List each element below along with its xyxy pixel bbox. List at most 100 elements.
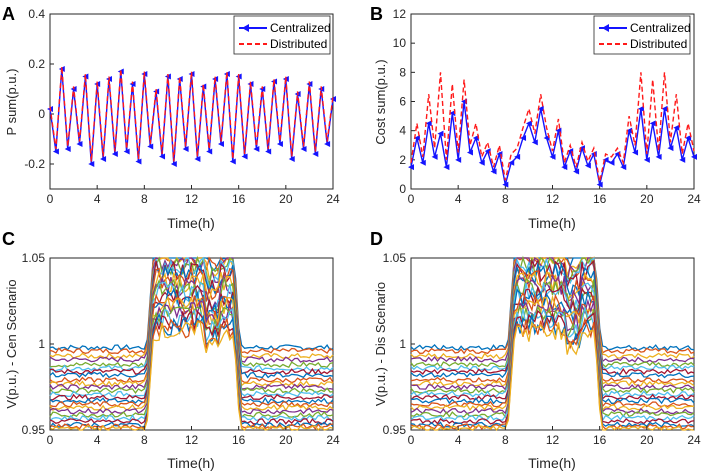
panel-label-a: A — [2, 4, 15, 24]
voltage-bus-line — [410, 255, 695, 369]
x-tick-label: 8 — [141, 433, 148, 447]
legend-text-centralized-b: Centralized — [630, 21, 691, 35]
x-tick-label: 0 — [47, 192, 54, 206]
series-marker-centralized — [170, 161, 177, 167]
series-marker-centralized — [673, 124, 680, 131]
y-tick-label: 0.95 — [383, 423, 407, 437]
y-tick-label: 0 — [399, 182, 406, 196]
series-marker-centralized — [478, 159, 485, 166]
series-marker-centralized — [194, 156, 201, 162]
marks-c — [49, 255, 334, 432]
x-ticks-b: 0 4 8 12 16 20 24 — [408, 185, 701, 206]
voltage-bus-line — [49, 300, 334, 415]
x-tick-label: 20 — [640, 192, 654, 206]
y-tick-label: 12 — [393, 7, 407, 21]
y-tick-label: -0.2 — [24, 157, 45, 171]
series-marker-centralized — [88, 161, 95, 167]
legend-b: Centralized Distributed — [593, 15, 691, 55]
marks-d — [410, 255, 695, 432]
series-marker-centralized — [159, 153, 166, 160]
series-marker-centralized — [408, 164, 414, 171]
legend-marker-centralized-b — [602, 24, 609, 32]
voltage-bus-line — [49, 305, 334, 419]
y-tick-label: 2 — [399, 153, 406, 167]
series-marker-centralized — [425, 120, 432, 127]
series-marker-centralized — [514, 153, 521, 160]
x-tick-label: 20 — [640, 433, 654, 447]
y-axis-label-c: V(p.u.) - Cen Scenario — [4, 279, 19, 408]
x-tick-label: 8 — [502, 192, 509, 206]
x-ticks-a: 0 4 8 12 16 20 24 — [47, 185, 340, 206]
series-marker-centralized — [64, 146, 71, 152]
legend-a: Centralized Distributed — [233, 15, 331, 55]
panel-label-b: B — [370, 4, 383, 24]
series-marker-centralized — [649, 120, 656, 127]
voltage-bus-line — [410, 307, 695, 423]
panel-label-d: D — [370, 229, 383, 249]
series-marker-centralized — [643, 156, 650, 163]
legend-text-distributed-b: Distributed — [630, 37, 687, 51]
x-tick-label: 16 — [593, 433, 607, 447]
series-marker-centralized — [449, 110, 456, 117]
series-marker-centralized — [472, 134, 479, 141]
panel-d: D 0 4 8 12 16 20 24 0.95 1 1.05 Time(h) V(p.u.) … — [370, 229, 701, 471]
series-marker-centralized — [520, 134, 527, 141]
panel-c: C 0 4 8 12 16 20 24 0.95 1 1.05 Time(h) V(p.u.) … — [2, 229, 340, 471]
y-ticks-d: 0.95 1 1.05 — [383, 251, 415, 437]
series-marker-centralized — [52, 148, 59, 155]
series-marker-centralized — [655, 153, 662, 160]
x-ticks-c: 0 4 8 12 16 20 24 — [47, 426, 340, 447]
legend-box-b — [593, 15, 691, 55]
voltage-bus-line — [410, 298, 695, 415]
series-marker-centralized — [455, 156, 462, 163]
voltage-bus-line — [49, 266, 334, 384]
y-axis-label-d: V(p.u.) - Dis Scenario — [373, 282, 388, 406]
series-marker-centralized — [300, 146, 307, 152]
x-axis-label-a: Time(h) — [167, 215, 215, 231]
voltage-bus-line — [410, 277, 695, 394]
series-marker-centralized — [76, 141, 83, 147]
x-tick-label: 24 — [326, 192, 340, 206]
voltage-bus-line — [49, 255, 334, 369]
series-marker-centralized — [135, 158, 142, 165]
plot-area-d — [410, 257, 695, 431]
y-tick-label: 10 — [393, 36, 407, 50]
series-marker-centralized — [437, 130, 444, 137]
series-marker-centralized — [661, 105, 668, 112]
x-tick-label: 0 — [408, 433, 415, 447]
x-tick-label: 12 — [185, 433, 199, 447]
x-tick-label: 8 — [141, 192, 148, 206]
series-marker-centralized — [443, 164, 450, 171]
y-tick-label: 0.95 — [22, 423, 46, 437]
marks-b — [408, 72, 697, 188]
series-marker-centralized — [531, 139, 538, 146]
legend-text-centralized-a: Centralized — [270, 21, 331, 35]
y-ticks-c: 0.95 1 1.05 — [22, 251, 54, 437]
x-tick-label: 16 — [232, 433, 246, 447]
x-tick-label: 24 — [687, 192, 701, 206]
series-marker-centralized — [626, 127, 633, 134]
series-marker-centralized — [484, 148, 491, 155]
series-marker-centralized — [123, 148, 130, 155]
series-marker-centralized — [229, 158, 236, 165]
x-tick-label: 12 — [546, 192, 560, 206]
series-marker-centralized — [596, 181, 603, 188]
series-marker-centralized — [679, 156, 686, 163]
voltage-bus-line — [410, 284, 695, 401]
series-marker-centralized — [685, 134, 692, 141]
x-tick-label: 16 — [593, 192, 607, 206]
series-marker-centralized — [667, 145, 674, 152]
marks-a — [47, 66, 336, 167]
x-tick-label: 20 — [279, 433, 293, 447]
x-tick-label: 20 — [279, 192, 293, 206]
voltage-bus-line — [49, 281, 334, 398]
y-tick-label: 6 — [399, 95, 406, 109]
x-axis-label-c: Time(h) — [167, 455, 215, 471]
series-marker-centralized — [632, 149, 639, 156]
panel-a: A 0 4 8 12 16 20 24 -0.2 0 0.2 0.4 Time(h) P sum(… — [2, 4, 340, 231]
series-marker-centralized — [466, 149, 473, 156]
y-tick-label: 0.4 — [28, 7, 45, 21]
y-tick-label: 8 — [399, 65, 406, 79]
